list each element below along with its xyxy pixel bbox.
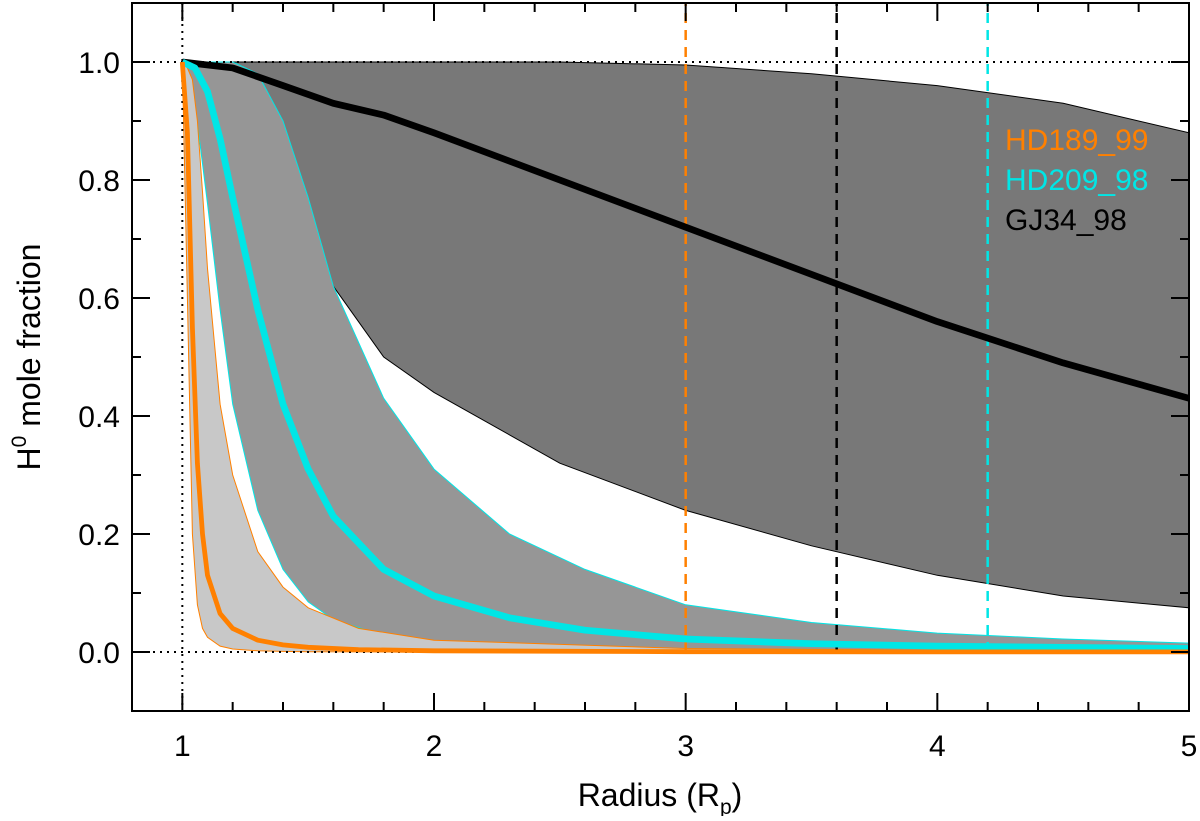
x-tick-label: 5 <box>1181 730 1198 763</box>
y-axis-label: H0 mole fraction <box>8 244 47 471</box>
x-tick-label: 2 <box>426 730 443 763</box>
x-tick-label: 1 <box>174 730 191 763</box>
median-lines <box>179 58 1190 655</box>
y-tick-label: 0.0 <box>78 637 120 670</box>
reference-lines <box>132 3 1189 711</box>
median-line-HD189_99 <box>179 61 1189 655</box>
y-tick-label: 0.4 <box>78 401 120 434</box>
y-tick-label: 0.2 <box>78 519 120 552</box>
y-tick-label: 1.0 <box>78 47 120 80</box>
y-tick-label: 0.8 <box>78 165 120 198</box>
legend-entry-GJ34_98: GJ34_98 <box>1005 204 1127 237</box>
axis-ticks: 1 2 3 4 5 0.0 0.2 0.4 0.6 0.8 1.0 <box>78 2 1198 763</box>
median-line-HD209_98 <box>180 58 1190 652</box>
legend-entry-HD189_99: HD189_99 <box>1005 124 1148 157</box>
y-tick-label: 0.6 <box>78 283 120 316</box>
x-tick-label: 3 <box>677 730 694 763</box>
legend-entry-HD209_98: HD209_98 <box>1005 164 1148 197</box>
x-tick-label: 4 <box>929 730 946 763</box>
x-axis-label: Radius (Rp) <box>578 777 743 816</box>
legend: HD189_99 HD209_98 GJ34_98 <box>1005 124 1148 237</box>
median-line-GJ34_98 <box>181 58 1190 402</box>
vertical-markers <box>684 3 989 652</box>
